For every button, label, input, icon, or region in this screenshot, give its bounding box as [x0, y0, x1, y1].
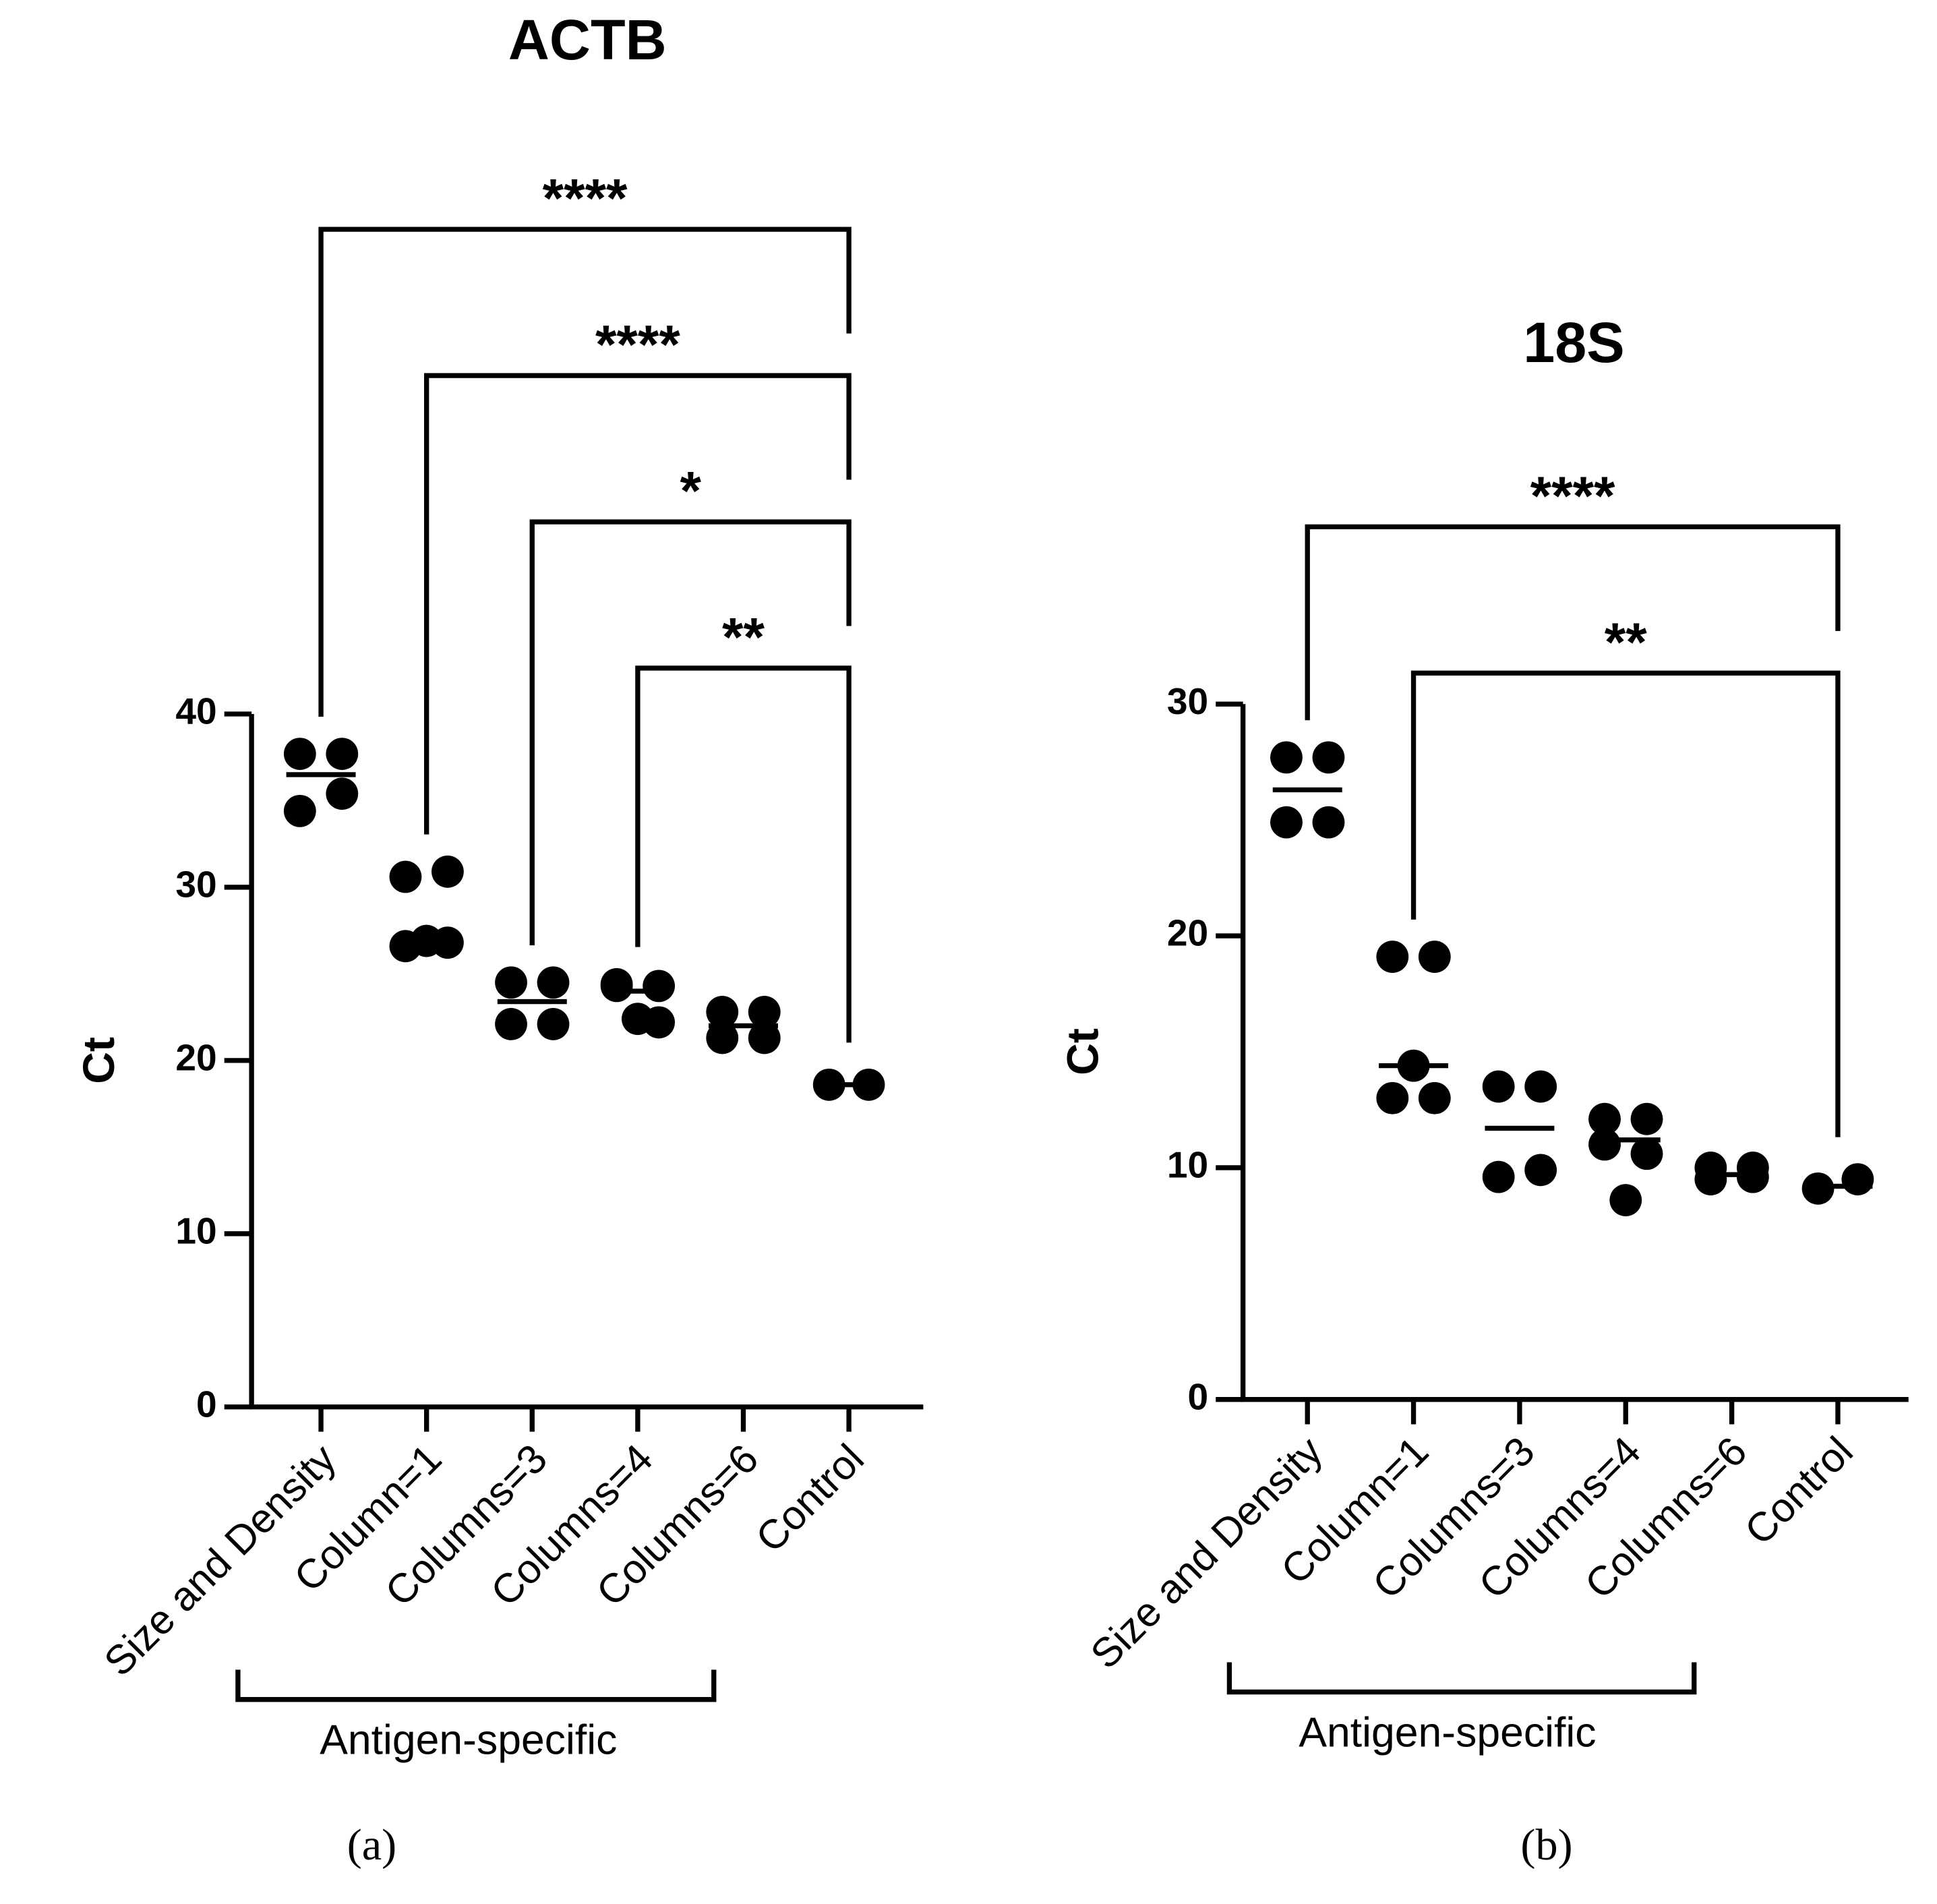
significance-label: ** [722, 607, 765, 668]
data-point [748, 996, 781, 1028]
y-tick-label: 0 [196, 1383, 217, 1425]
group-bracket [235, 1669, 717, 1702]
data-point [283, 794, 316, 827]
significance-bracket [529, 519, 852, 946]
significance-label: **** [1530, 466, 1615, 527]
data-point [1524, 1070, 1557, 1103]
y-tick-label: 30 [175, 863, 216, 905]
data-point [537, 1008, 570, 1040]
data-point [1841, 1163, 1874, 1195]
data-point [431, 855, 464, 888]
significance-bracket [318, 227, 852, 717]
significance-bracket [635, 665, 852, 1043]
group-label: Antigen-specific [1299, 1708, 1596, 1756]
data-point [1270, 806, 1303, 839]
data-point [1630, 1102, 1663, 1135]
data-point [1588, 1128, 1621, 1161]
y-axis-label: Ct [74, 1037, 124, 1084]
y-tick-label: 20 [175, 1036, 216, 1078]
y-tick-label: 20 [1167, 912, 1208, 954]
group-bracket [1226, 1662, 1697, 1695]
caption: (b) [1520, 1820, 1572, 1870]
x-tick-label: Control [1736, 1428, 1861, 1553]
data-point [389, 860, 422, 893]
caption: (a) [347, 1820, 396, 1870]
data-point [1630, 1137, 1663, 1170]
y-tick-label: 10 [175, 1210, 216, 1251]
data-point [1609, 1184, 1642, 1216]
y-axis-label: Ct [1059, 1028, 1108, 1075]
data-point [1312, 806, 1345, 839]
chart-title: ACTB [508, 7, 667, 71]
significance-label: * [680, 461, 701, 522]
significance-label: **** [595, 315, 680, 376]
data-point [495, 1008, 527, 1040]
data-point [1376, 941, 1409, 973]
data-point [1524, 1154, 1557, 1187]
data-point [283, 738, 316, 770]
y-tick-label: 10 [1167, 1143, 1208, 1185]
data-point [1418, 1081, 1451, 1114]
data-point [495, 966, 527, 999]
significance-bracket [1410, 670, 1841, 1137]
data-point [1482, 1070, 1515, 1103]
data-point [1694, 1152, 1727, 1184]
data-point [1482, 1160, 1515, 1193]
y-tick-label: 40 [175, 690, 216, 732]
data-point [410, 924, 443, 957]
chart-title: 18S [1523, 310, 1624, 374]
data-point [706, 996, 739, 1028]
y-tick-label: 30 [1167, 680, 1208, 722]
data-point [1418, 941, 1451, 973]
y-tick-label: 0 [1188, 1375, 1209, 1417]
data-point [326, 738, 359, 770]
data-point [1312, 741, 1345, 774]
data-point [1588, 1102, 1621, 1135]
data-point [326, 777, 359, 810]
data-point [622, 1003, 654, 1036]
x-tick-label: Control [747, 1435, 872, 1561]
data-point [706, 1021, 739, 1054]
data-point [600, 968, 633, 1001]
data-point [1270, 741, 1303, 774]
significance-label: ** [1605, 612, 1647, 673]
significance-bracket [424, 373, 852, 835]
data-point [537, 966, 570, 999]
data-point [643, 970, 676, 1003]
significance-bracket [1305, 524, 1841, 721]
data-point [748, 1021, 781, 1054]
significance-label: **** [543, 169, 628, 229]
group-label: Antigen-specific [320, 1717, 617, 1764]
data-point [1376, 1081, 1409, 1114]
